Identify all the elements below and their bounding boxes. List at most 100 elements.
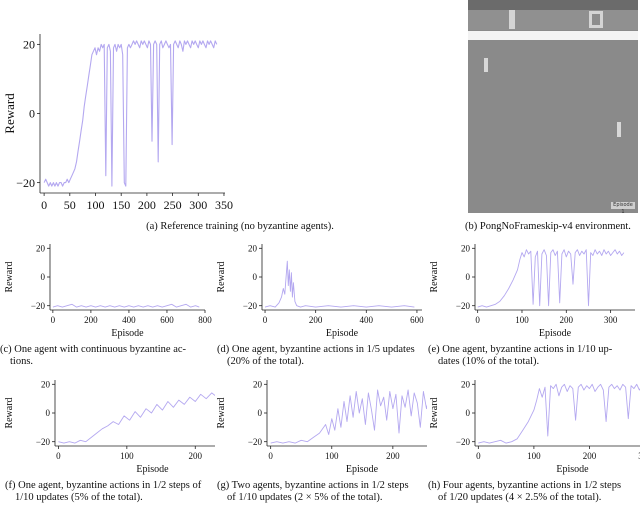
y-axis-label: Reward — [429, 397, 440, 428]
x-tick-label: 100 — [515, 315, 529, 325]
x-tick-label: 200 — [84, 315, 98, 325]
x-axis-label: Episode — [136, 464, 169, 475]
caption-g-line2: of 1/10 updates (2 × 5% of the total). — [227, 492, 383, 503]
x-tick-label: 0 — [263, 315, 268, 325]
y-tick-label: −20 — [456, 301, 471, 311]
y-tick-label: 0 — [41, 272, 46, 282]
x-tick-label: 100 — [527, 451, 541, 461]
pong-environment-image: Episode 1 — [468, 0, 638, 215]
x-tick-label: 0 — [51, 315, 56, 325]
y-axis-label: Reward — [216, 261, 227, 292]
x-tick-label: 400 — [122, 315, 136, 325]
caption-f-line1: (f) One agent, byzantine actions in 1/2 … — [5, 480, 202, 491]
y-tick-label: 20 — [248, 243, 258, 253]
pong-paddle-left — [484, 58, 488, 72]
x-tick-label: 200 — [138, 198, 156, 212]
y-tick-label: 0 — [253, 272, 258, 282]
x-tick-label: 0 — [56, 451, 61, 461]
x-axis-label: Episode — [111, 328, 144, 339]
reward-series-line — [264, 260, 415, 308]
y-axis-label: Reward — [429, 261, 440, 292]
caption-e: (e) One agent, byzantine actions in 1/10… — [428, 344, 638, 368]
x-tick-label: 100 — [87, 198, 105, 212]
caption-f-line2: 1/10 updates (5% of the total). — [15, 492, 143, 503]
y-tick-label: 0 — [258, 408, 263, 418]
pong-frame-label: Episode 1 — [611, 202, 635, 215]
reward-series-line — [58, 392, 215, 444]
x-tick-label: 100 — [325, 451, 339, 461]
x-tick-label: 200 — [583, 451, 597, 461]
pong-top-wall — [468, 31, 638, 40]
reward-series-line — [52, 303, 200, 308]
caption-a: (a) Reference training (no byzantine age… — [146, 221, 334, 232]
y-tick-label: 20 — [253, 379, 263, 389]
x-axis-label: Episode — [556, 464, 589, 475]
reward-series-line — [270, 389, 427, 444]
x-tick-label: 100 — [120, 451, 134, 461]
x-tick-label: 0 — [476, 451, 481, 461]
x-axis-label: Episode — [539, 328, 572, 339]
caption-d: (d) One agent, byzantine actions in 1/5 … — [217, 344, 427, 368]
y-tick-label: −20 — [243, 301, 258, 311]
x-tick-label: 250 — [164, 198, 182, 212]
pong-score-left — [509, 10, 515, 29]
pong-top-bar — [468, 0, 638, 10]
x-tick-label: 400 — [360, 315, 374, 325]
x-tick-label: 50 — [64, 198, 76, 212]
x-tick-label: 600 — [410, 315, 424, 325]
y-tick-label: −20 — [456, 437, 471, 447]
x-tick-label: 0 — [268, 451, 273, 461]
chart-a: −20020050100150200250300350EpisodeReward — [2, 34, 233, 212]
y-tick-label: 0 — [466, 272, 471, 282]
y-tick-label: −20 — [36, 437, 51, 447]
y-tick-label: −20 — [31, 301, 46, 311]
caption-g-line1: (g) Two agents, byzantine actions in 1/2… — [217, 480, 409, 491]
y-tick-label: 0 — [29, 107, 35, 121]
y-tick-label: 20 — [461, 379, 471, 389]
x-tick-label: 150 — [112, 198, 130, 212]
reward-series-line — [478, 383, 640, 444]
x-tick-label: 600 — [160, 315, 174, 325]
caption-e-line2: dates (10% of the total). — [438, 356, 540, 367]
caption-d-line2: (20% of the total). — [227, 356, 304, 367]
y-tick-label: 20 — [41, 379, 51, 389]
caption-d-line1: (d) One agent, byzantine actions in 1/5 … — [217, 344, 415, 355]
x-tick-label: 200 — [309, 315, 323, 325]
x-tick-label: 300 — [604, 315, 618, 325]
x-tick-label: 200 — [386, 451, 400, 461]
caption-h: (h) Four agents, byzantine actions in 1/… — [428, 480, 638, 504]
y-tick-label: 0 — [46, 408, 51, 418]
reward-series-line — [477, 249, 625, 308]
y-tick-label: −20 — [248, 437, 263, 447]
y-axis-label: Reward — [4, 397, 15, 428]
x-tick-label: 350 — [215, 198, 233, 212]
pong-score-right — [589, 11, 603, 28]
x-tick-label: 300 — [189, 198, 207, 212]
caption-h-line1: (h) Four agents, byzantine actions in 1/… — [428, 480, 622, 491]
pong-score-band — [468, 10, 638, 30]
caption-g: (g) Two agents, byzantine actions in 1/2… — [217, 480, 427, 504]
y-tick-label: −20 — [16, 176, 35, 190]
y-tick-label: 20 — [461, 243, 471, 253]
x-tick-label: 200 — [560, 315, 574, 325]
caption-e-line1: (e) One agent, byzantine actions in 1/10… — [428, 344, 613, 355]
x-tick-label: 800 — [198, 315, 212, 325]
y-axis-label: Reward — [2, 93, 17, 134]
y-tick-label: 20 — [36, 243, 46, 253]
caption-c-line2: tions. — [10, 356, 34, 367]
x-tick-label: 300 — [638, 451, 640, 461]
x-tick-label: 0 — [41, 198, 47, 212]
x-axis-label: Episode — [346, 464, 379, 475]
y-axis-label: Reward — [216, 397, 227, 428]
y-tick-label: 20 — [23, 38, 35, 52]
pong-paddle-right — [617, 122, 621, 137]
x-tick-label: 200 — [189, 451, 203, 461]
caption-c: (c) One agent with continuous byzantine … — [0, 344, 200, 368]
caption-f: (f) One agent, byzantine actions in 1/2 … — [5, 480, 212, 504]
